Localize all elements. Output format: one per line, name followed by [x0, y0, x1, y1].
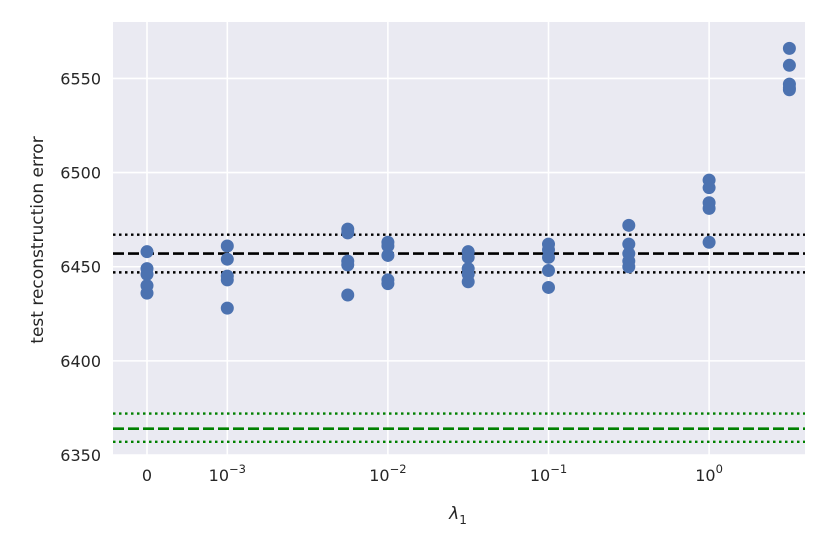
x-tick-label-exponent: −3	[229, 462, 246, 476]
x-tick-label: 100	[695, 462, 723, 485]
plot-background	[113, 22, 805, 455]
x-axis-label: λ1	[448, 504, 467, 527]
x-axis-label-subscript: 1	[459, 513, 467, 527]
x-tick-labels: 0 10−3 10−2 10−1 100	[142, 462, 723, 485]
data-point	[140, 286, 154, 300]
y-tick-labels: 6350 6400 6450 6500 6550	[60, 69, 101, 465]
data-point	[622, 260, 636, 274]
x-tick-label-base: 10	[530, 466, 550, 485]
data-point	[381, 248, 395, 262]
data-point	[341, 226, 355, 240]
data-point	[542, 264, 555, 278]
data-point	[782, 83, 796, 97]
y-tick-label: 6350	[60, 446, 101, 465]
data-point	[542, 250, 555, 264]
x-tick-label-base: 10	[695, 466, 715, 485]
x-tick-label: 0	[142, 466, 152, 485]
data-point	[140, 267, 154, 281]
data-point	[782, 58, 796, 72]
x-tick-label-base: 0	[142, 466, 152, 485]
y-tick-label: 6550	[60, 69, 101, 88]
data-point	[622, 237, 636, 251]
x-tick-label: 10−3	[209, 462, 246, 485]
y-tick-label: 6450	[60, 258, 101, 277]
data-point	[341, 288, 355, 302]
y-tick-label: 6500	[60, 164, 101, 183]
data-points	[140, 41, 796, 315]
data-point	[461, 275, 475, 289]
data-point	[341, 258, 355, 272]
data-point	[140, 245, 154, 259]
data-point	[782, 41, 796, 55]
x-tick-label-exponent: −1	[550, 462, 567, 476]
data-point	[220, 239, 234, 253]
data-point	[542, 280, 555, 294]
data-point	[702, 181, 716, 195]
data-point	[220, 301, 234, 315]
x-tick-label-base: 10	[209, 466, 229, 485]
data-point	[702, 201, 716, 215]
x-tick-label: 10−1	[530, 462, 567, 485]
x-tick-label-base: 10	[369, 466, 389, 485]
data-point	[381, 277, 395, 291]
data-point	[702, 235, 716, 249]
x-axis-label-base: λ	[448, 504, 459, 524]
data-point	[461, 250, 475, 264]
y-axis-label: test reconstruction error	[28, 136, 48, 343]
x-tick-label: 10−2	[369, 462, 406, 485]
y-tick-label: 6400	[60, 352, 101, 371]
x-tick-label-exponent: 0	[716, 462, 723, 476]
data-point	[220, 273, 234, 287]
x-tick-label-exponent: −2	[390, 462, 407, 476]
data-point	[381, 239, 395, 253]
data-point	[622, 218, 636, 232]
data-point	[220, 252, 234, 266]
